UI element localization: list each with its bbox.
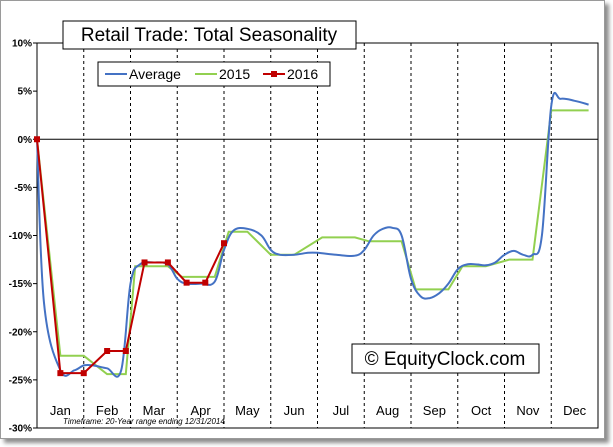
y-tick-label: 5% — [18, 87, 33, 98]
y-tick-label: 0% — [18, 135, 33, 146]
y-tick-label: -5% — [14, 183, 32, 194]
month-label: Oct — [471, 403, 492, 418]
legend-marker-2016 — [271, 71, 277, 77]
point-2016 — [183, 279, 190, 286]
point-2016 — [141, 259, 148, 266]
chart-title-box: Retail Trade: Total Seasonality — [62, 20, 357, 50]
chart-title: Retail Trade: Total Seasonality — [81, 25, 338, 46]
month-label: Jan — [50, 403, 71, 418]
series-line-2016 — [36, 139, 225, 375]
month-label: Apr — [191, 403, 212, 418]
month-label: Jun — [284, 403, 305, 418]
month-label: Jul — [333, 403, 350, 418]
month-label: Mar — [143, 403, 166, 418]
month-label: Feb — [96, 403, 118, 418]
month-label: Nov — [516, 403, 540, 418]
series-line-average — [36, 91, 589, 378]
y-tick-label: -15% — [9, 279, 32, 290]
month-label: Aug — [376, 403, 399, 418]
month-label: Dec — [563, 403, 587, 418]
y-tick-label: -20% — [9, 327, 32, 338]
month-label: Sep — [423, 403, 446, 418]
point-2016 — [104, 348, 111, 354]
y-tick-label: -25% — [9, 375, 32, 386]
legend-label-2016: 2016 — [287, 66, 318, 82]
point-2016 — [57, 370, 64, 377]
month-label: May — [235, 403, 260, 418]
chart-frame: 10% 5% 0% -5% -10% -15% -20% -25% -30% Jan Feb Mar… — [0, 0, 605, 439]
watermark: © EquityClock.com — [365, 349, 526, 370]
chart-svg: 10% 5% 0% -5% -10% -15% -20% -25% -30% Jan Feb Mar… — [9, 20, 599, 435]
watermark-box: © EquityClock.com — [351, 343, 540, 374]
legend-label-average: Average — [129, 66, 181, 82]
legend-label-2015: 2015 — [219, 66, 250, 82]
point-2016 — [34, 136, 40, 143]
point-2016 — [221, 240, 227, 247]
point-2016 — [164, 259, 171, 266]
timeframe-footnote: Timeframe: 20-Year range ending 12/31/20… — [63, 417, 225, 426]
y-tick-label: 10% — [12, 39, 32, 50]
point-2016 — [202, 279, 209, 286]
point-2016 — [80, 370, 87, 377]
point-2016 — [122, 348, 129, 354]
y-tick-label: -10% — [9, 231, 32, 242]
y-tick-label: -30% — [9, 424, 32, 435]
